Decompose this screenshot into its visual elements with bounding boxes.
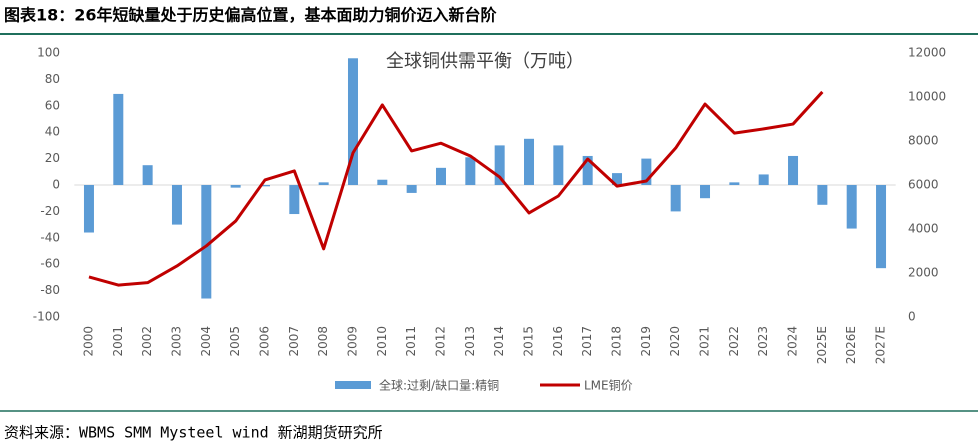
x-tick-label: 2014 bbox=[492, 326, 506, 357]
bar bbox=[524, 138, 535, 185]
x-tick-label: 2006 bbox=[257, 326, 271, 357]
y2-tick-label: 6000 bbox=[908, 178, 939, 192]
bar bbox=[788, 155, 799, 185]
bar bbox=[142, 165, 153, 185]
y-tick-label: 60 bbox=[45, 98, 60, 112]
x-tick-label: 2000 bbox=[81, 326, 95, 357]
bar bbox=[289, 185, 300, 215]
bar bbox=[700, 185, 711, 199]
x-tick-label: 2012 bbox=[433, 326, 447, 357]
bar bbox=[612, 173, 623, 185]
bar bbox=[817, 185, 828, 205]
line bbox=[88, 90, 824, 287]
y-tick-label: -40 bbox=[40, 230, 60, 244]
chart-title: 全球铜供需平衡（万吨） bbox=[386, 51, 584, 72]
bar bbox=[377, 179, 388, 185]
x-tick-label: 2016 bbox=[551, 326, 565, 357]
x-tick-label: 2020 bbox=[668, 326, 682, 357]
bar bbox=[876, 185, 887, 269]
x-tick-label: 2015 bbox=[522, 326, 536, 357]
x-tick-label: 2019 bbox=[639, 326, 653, 357]
bar bbox=[494, 145, 505, 185]
y2-tick-label: 2000 bbox=[908, 266, 939, 280]
bar bbox=[641, 158, 652, 185]
y-tick-label: 80 bbox=[45, 72, 60, 86]
x-tick-label: 2002 bbox=[140, 326, 154, 357]
bar bbox=[318, 182, 329, 185]
source: 资料来源：WBMS SMM Mysteel wind 新湖期货研究所 bbox=[4, 424, 383, 442]
x-tick-label: 2001 bbox=[111, 326, 125, 357]
bar bbox=[113, 93, 124, 185]
bar bbox=[846, 185, 857, 229]
x-tick-label: 2003 bbox=[169, 326, 183, 357]
y-tick-label: -60 bbox=[40, 257, 60, 271]
y2-tick-label: 12000 bbox=[908, 46, 946, 60]
bar bbox=[670, 185, 681, 212]
x-tick-label: 2022 bbox=[727, 326, 741, 357]
x-tick-label: 2021 bbox=[698, 326, 712, 357]
bar bbox=[553, 145, 564, 185]
bar bbox=[83, 185, 94, 233]
bar bbox=[201, 185, 212, 299]
legend-label: 全球:过剩/缺口量:精铜 bbox=[379, 378, 499, 393]
page-title: 图表18：26年短缺量处于历史偏高位置，基本面助力铜价迈入新台阶 bbox=[4, 6, 498, 25]
y-tick-label: -80 bbox=[40, 283, 60, 297]
x-tick-label: 2027E bbox=[874, 326, 888, 364]
y2-tick-label: 10000 bbox=[908, 90, 946, 104]
x-tick-label: 2010 bbox=[375, 326, 389, 357]
y2-tick-label: 4000 bbox=[908, 222, 939, 236]
y2-tick-label: 8000 bbox=[908, 134, 939, 148]
x-tick-label: 2013 bbox=[463, 326, 477, 357]
x-tick-label: 2025E bbox=[815, 326, 829, 364]
bar bbox=[582, 155, 593, 185]
legend-label: LME铜价 bbox=[584, 378, 633, 393]
x-tick-label: 2005 bbox=[228, 326, 242, 357]
x-tick-label: 2017 bbox=[580, 326, 594, 357]
bar bbox=[758, 174, 769, 185]
x-tick-label: 2024 bbox=[786, 326, 800, 357]
x-tick-label: 2004 bbox=[199, 326, 213, 357]
bar bbox=[435, 167, 446, 185]
x-tick-label: 2007 bbox=[287, 326, 301, 357]
y-tick-label: -100 bbox=[33, 310, 60, 324]
y-tick-label: 40 bbox=[45, 125, 60, 139]
y-tick-label: 100 bbox=[37, 46, 60, 60]
legend-swatch bbox=[335, 381, 371, 389]
x-tick-label: 2026E bbox=[844, 326, 858, 364]
bar bbox=[171, 185, 182, 225]
bar bbox=[406, 185, 417, 193]
y-tick-label: 0 bbox=[52, 178, 60, 192]
bar bbox=[259, 185, 270, 187]
x-tick-label: 2011 bbox=[404, 326, 418, 357]
bar bbox=[347, 58, 358, 185]
x-tick-label: 2008 bbox=[316, 326, 330, 357]
bar bbox=[465, 157, 476, 185]
bar bbox=[729, 182, 740, 185]
y-tick-label: 20 bbox=[45, 151, 60, 165]
x-tick-label: 2009 bbox=[345, 326, 359, 357]
y2-tick-label: 0 bbox=[908, 310, 916, 324]
x-tick-label: 2023 bbox=[756, 326, 770, 357]
y-tick-label: -20 bbox=[40, 204, 60, 218]
x-tick-label: 2018 bbox=[610, 326, 624, 357]
bar bbox=[230, 185, 241, 188]
